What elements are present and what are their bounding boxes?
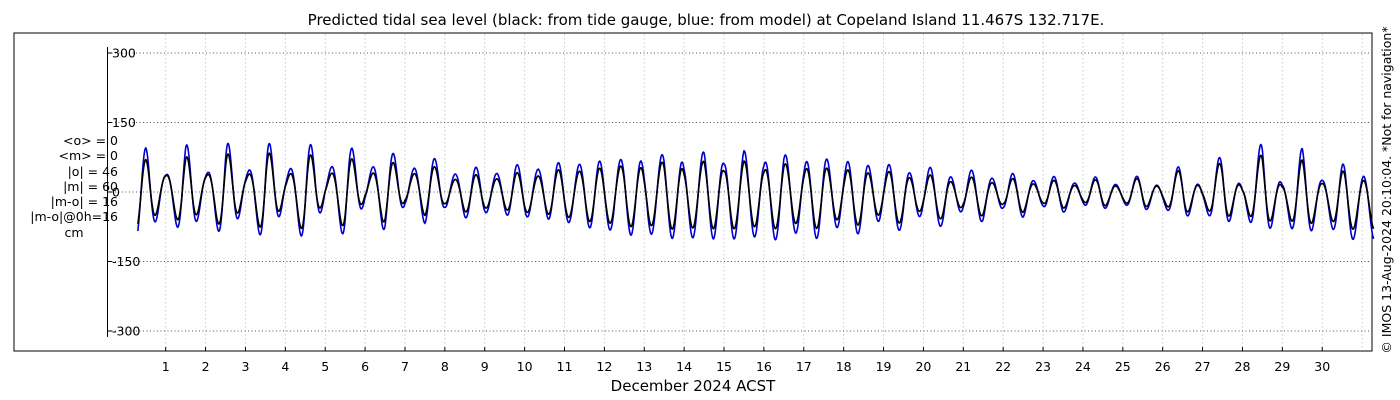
x-tick-label: 19 — [876, 359, 892, 374]
stat-abs-diff-0h: |m-o|@0h=16 — [30, 209, 118, 225]
x-tick-label: 22 — [995, 359, 1011, 374]
x-tick-label: 16 — [756, 359, 772, 374]
grid-lines — [108, 34, 1371, 350]
statistics-panel: <o> = 0 <m> = 0 |o| = 46 |m| = 60 |m-o| … — [0, 133, 118, 240]
x-tick-label: 20 — [915, 359, 931, 374]
x-axis-ticks: 1 2 3 4 5 6 7 8 9 10 11 12 13 14 15 16 17 18 19 20 21 22 23 24 2… — [162, 347, 1330, 374]
x-tick-label: 21 — [955, 359, 971, 374]
x-tick-label: 9 — [481, 359, 489, 374]
x-tick-label: 23 — [1035, 359, 1051, 374]
x-tick-label: 7 — [401, 359, 409, 374]
x-tick-label: 5 — [321, 359, 329, 374]
y-tick-label: 300 — [112, 46, 136, 61]
y-tick-label: -300 — [112, 323, 140, 338]
x-tick-label: 30 — [1314, 359, 1330, 374]
plot-frame — [13, 32, 1373, 352]
x-tick-label: 8 — [441, 359, 449, 374]
x-tick-label: 6 — [361, 359, 369, 374]
stat-mean-mod: <m> = 0 — [58, 148, 119, 164]
x-tick-label: 24 — [1075, 359, 1091, 374]
x-tick-label: 1 — [162, 359, 170, 374]
x-tick-label: 25 — [1115, 359, 1131, 374]
x-tick-label: 15 — [716, 359, 732, 374]
y-axis-ticks: -300 -150 0 150 300 — [107, 46, 140, 338]
x-tick-label: 10 — [517, 359, 533, 374]
y-tick-label: -150 — [112, 254, 140, 269]
x-tick-label: 26 — [1155, 359, 1171, 374]
chart-title: Predicted tidal sea level (black: from t… — [308, 11, 1105, 29]
stat-unit: cm — [64, 224, 84, 240]
x-axis-label: December 2024 ACST — [611, 377, 776, 395]
stat-abs-obs: |o| = 46 — [67, 163, 118, 179]
y-tick-label: 150 — [112, 115, 136, 130]
x-tick-label: 13 — [636, 359, 652, 374]
x-tick-label: 28 — [1235, 359, 1251, 374]
y-tick-label: 0 — [112, 185, 120, 200]
x-tick-label: 14 — [676, 359, 692, 374]
x-tick-label: 18 — [836, 359, 852, 374]
x-tick-label: 2 — [202, 359, 210, 374]
x-tick-label: 11 — [557, 359, 573, 374]
x-tick-label: 27 — [1195, 359, 1211, 374]
x-tick-label: 3 — [241, 359, 249, 374]
series-line-model — [137, 142, 1375, 241]
x-tick-label: 12 — [596, 359, 612, 374]
stat-abs-diff: |m-o| = 16 — [50, 194, 118, 210]
series-line-tide-gauge — [137, 152, 1375, 231]
x-tick-label: 29 — [1274, 359, 1290, 374]
stat-abs-mod: |m| = 60 — [63, 178, 118, 194]
copyright-note: © IMOS 13-Aug-2024 20:10:04. *Not for na… — [1379, 26, 1394, 353]
stat-mean-obs: <o> = 0 — [63, 133, 118, 148]
x-tick-label: 4 — [281, 359, 289, 374]
x-tick-label: 17 — [796, 359, 812, 374]
